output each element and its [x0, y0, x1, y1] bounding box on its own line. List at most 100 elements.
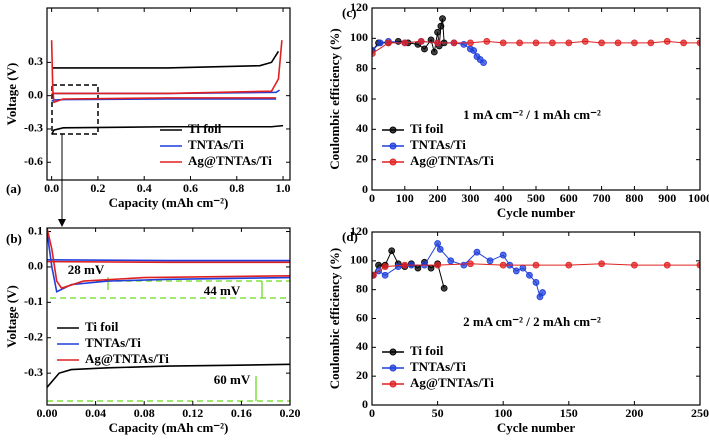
- x-axis-title: Capacity (mAh cm⁻²): [109, 420, 229, 435]
- x-tick-label: 0.04: [85, 406, 106, 420]
- data-point: [381, 263, 389, 271]
- data-point: [532, 39, 540, 47]
- panel-label: (a): [6, 181, 21, 196]
- y-tick-label: 100: [350, 30, 368, 44]
- data-point: [436, 245, 444, 253]
- panel-label: (b): [6, 231, 22, 246]
- data-point: [499, 251, 507, 259]
- data-point: [499, 261, 507, 269]
- data-point: [486, 257, 494, 265]
- x-axis-title: Cycle number: [497, 420, 576, 435]
- legend-label: Ag@TNTAs/Ti: [410, 153, 494, 168]
- plot-area: [372, 240, 700, 301]
- data-point: [372, 271, 377, 279]
- x-tick-label: 0.00: [37, 406, 58, 420]
- x-tick-label: 800: [625, 191, 643, 205]
- panel-label: (d): [342, 229, 358, 244]
- x-tick-label: 0: [369, 406, 375, 420]
- plot-frame: [371, 231, 701, 406]
- x-tick-label: 0.08: [134, 406, 155, 420]
- data-point: [427, 36, 435, 44]
- guides: [47, 277, 290, 402]
- legend-marker: [389, 142, 397, 150]
- plot-frame: [46, 227, 291, 406]
- data-point: [539, 289, 546, 296]
- x-axis-title: Cycle number: [497, 205, 576, 220]
- x-tick-label: 250: [691, 406, 709, 420]
- plot-area: [372, 15, 700, 66]
- data-point: [466, 39, 474, 47]
- y-tick-label: 0.0: [28, 259, 43, 273]
- legend-label: Ti foil: [410, 121, 444, 136]
- data-point: [614, 39, 622, 47]
- legend-label: Ti foil: [188, 121, 222, 136]
- series-line: [47, 363, 290, 388]
- data-point: [460, 261, 468, 269]
- y-tick-label: 60: [356, 310, 368, 324]
- x-tick-label: 300: [461, 191, 479, 205]
- y-tick-label: 0: [362, 182, 368, 196]
- legend-label: TNTAs/Ti: [410, 359, 466, 374]
- data-point: [483, 37, 491, 45]
- x-tick-label: 0.2: [90, 181, 105, 195]
- series-line: [47, 260, 290, 264]
- series-line: [50, 40, 277, 104]
- plot-frame: [371, 7, 701, 191]
- annotation: 44 mV: [204, 283, 241, 298]
- x-tick-label: 150: [560, 406, 578, 420]
- data-point: [394, 263, 402, 271]
- x-tick-label: 0.4: [137, 181, 152, 195]
- legend-label: Ag@TNTAs/Ti: [85, 351, 169, 366]
- y-tick-label: 20: [356, 151, 368, 165]
- y-tick-label: 0.1: [28, 223, 43, 237]
- x-tick-label: 200: [429, 191, 447, 205]
- x-tick-label: 0.12: [182, 406, 203, 420]
- data-point: [663, 261, 671, 269]
- x-tick-label: 1.0: [276, 181, 291, 195]
- plot-area: [47, 228, 290, 388]
- legend-marker: [389, 380, 397, 388]
- x-tick-label: 1000: [688, 191, 709, 205]
- data-point: [519, 264, 527, 272]
- x-tick-label: 0.16: [231, 406, 252, 420]
- annotation: 28 mV: [68, 262, 105, 277]
- x-tick-label: 600: [560, 191, 578, 205]
- data-point: [598, 260, 605, 268]
- data-point: [473, 248, 481, 256]
- data-point: [394, 37, 402, 45]
- y-tick-label: 100: [350, 253, 368, 267]
- data-point: [375, 261, 382, 269]
- legend-label: Ag@TNTAs/Ti: [188, 153, 272, 168]
- y-tick-label: -0.3: [24, 365, 43, 379]
- legend-label: TNTAs/Ti: [188, 137, 244, 152]
- data-point: [439, 15, 446, 23]
- y-tick-label: 120: [350, 224, 368, 238]
- data-point: [417, 37, 425, 45]
- y-tick-label: 120: [350, 0, 368, 14]
- annotation: 1 mA cm⁻² / 1 mAh cm⁻²: [463, 107, 601, 122]
- data-point: [516, 39, 523, 47]
- data-point: [598, 39, 605, 47]
- y-tick-label: -0.2: [24, 329, 43, 343]
- legend-marker: [389, 348, 397, 356]
- data-point: [376, 39, 384, 47]
- panel-label: (c): [342, 5, 356, 20]
- y-tick-label: 0.3: [28, 54, 43, 68]
- y-tick-label: 0: [362, 397, 368, 411]
- data-point: [437, 22, 445, 30]
- x-tick-label: 0.0: [44, 181, 59, 195]
- data-point: [631, 39, 638, 47]
- legend-label: Ti foil: [85, 319, 119, 334]
- x-tick-label: 0: [369, 191, 375, 205]
- data-point: [663, 37, 671, 45]
- data-point: [414, 264, 422, 272]
- x-tick-label: 0.20: [280, 406, 301, 420]
- x-tick-label: 50: [432, 406, 444, 420]
- x-tick-label: 0.8: [229, 181, 244, 195]
- data-point: [526, 271, 533, 279]
- zoom-box: [51, 84, 99, 135]
- data-point: [434, 261, 442, 269]
- data-point: [565, 261, 573, 269]
- data-point: [434, 240, 442, 247]
